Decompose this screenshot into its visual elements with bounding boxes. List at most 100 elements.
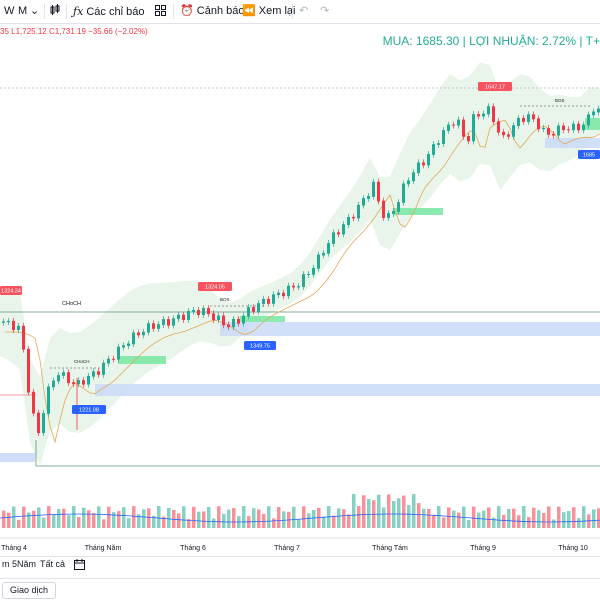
volume-bar bbox=[547, 506, 551, 528]
volume-bar bbox=[297, 519, 301, 528]
candle-body bbox=[12, 320, 15, 330]
volume-bar bbox=[92, 513, 96, 528]
label-low-1349: 1349.75 bbox=[250, 344, 270, 350]
volume-bar bbox=[597, 508, 600, 528]
candle-body bbox=[492, 106, 495, 123]
candle-body bbox=[577, 123, 580, 131]
candle-body bbox=[27, 348, 30, 393]
candle-body bbox=[192, 309, 195, 312]
indicators-button[interactable]: ƒx Các chỉ báo bbox=[73, 0, 144, 23]
volume-bar bbox=[537, 510, 541, 528]
label-high-1647-bg bbox=[478, 82, 512, 91]
volume-bar bbox=[542, 513, 546, 528]
volume-bar bbox=[202, 511, 206, 528]
volume-bar bbox=[417, 503, 421, 528]
candle-body bbox=[37, 412, 40, 434]
candle-body bbox=[537, 118, 540, 130]
candle-body bbox=[572, 123, 575, 131]
candle-body bbox=[137, 332, 140, 336]
volume-bar bbox=[42, 517, 46, 528]
trade-button[interactable]: Giao dịch bbox=[2, 582, 57, 599]
replay-button[interactable]: ⏪ Xem lại bbox=[242, 0, 295, 23]
interval-dropdown-icon[interactable]: ⌄ bbox=[30, 5, 40, 17]
candle-body bbox=[207, 308, 210, 315]
label-low-1685-bg bbox=[578, 150, 600, 159]
candle-body bbox=[217, 315, 220, 321]
candle-body bbox=[132, 332, 135, 345]
volume-bar bbox=[82, 507, 86, 528]
interval-m[interactable]: M bbox=[18, 5, 28, 17]
volume-bar bbox=[137, 514, 141, 528]
volume-bar bbox=[392, 500, 396, 528]
candle-style-icon[interactable] bbox=[49, 0, 61, 23]
candle-body bbox=[587, 114, 590, 126]
candle-body bbox=[317, 254, 320, 269]
volume-bar bbox=[232, 508, 236, 528]
volume-pane bbox=[0, 494, 600, 528]
candle-body bbox=[532, 114, 535, 120]
volume-bar bbox=[142, 509, 146, 528]
volume-bar bbox=[282, 511, 286, 528]
candle-body bbox=[562, 125, 565, 131]
candle-body bbox=[412, 172, 415, 182]
alert-button[interactable]: ⏰ Cảnh báo bbox=[180, 0, 244, 23]
volume-bar bbox=[157, 506, 161, 528]
volume-bar bbox=[477, 512, 481, 528]
date-range-icon[interactable] bbox=[74, 559, 85, 572]
demand-zone-1221 bbox=[95, 384, 600, 396]
candle-body bbox=[417, 162, 420, 174]
volume-bar bbox=[72, 506, 76, 528]
volume-bar bbox=[102, 519, 106, 528]
label-low-1685: 1685 bbox=[583, 153, 595, 159]
candle-body bbox=[257, 303, 260, 312]
candle-body bbox=[307, 273, 310, 275]
volume-bar bbox=[312, 509, 316, 528]
ohlc-low: L1,725.12 bbox=[11, 27, 47, 36]
volume-bar bbox=[357, 506, 361, 528]
label-high-1647: 1647.17 bbox=[485, 85, 505, 91]
candle-body bbox=[597, 108, 600, 113]
label-peak-left: 1324.34 bbox=[1, 289, 21, 295]
range-5y[interactable]: 5Năm bbox=[12, 559, 37, 569]
volume-bar bbox=[342, 509, 346, 528]
indicators-icon: ƒx bbox=[73, 5, 84, 18]
volume-bar bbox=[512, 508, 516, 528]
volume-bar bbox=[562, 512, 566, 528]
volume-bar bbox=[207, 506, 211, 528]
price-chart[interactable]: 1324.34 1324.05 1349.75 1221.08 1647.17 1685 C… bbox=[0, 0, 600, 556]
range-partial[interactable]: m bbox=[2, 559, 10, 569]
fvg-zone-green-2 bbox=[240, 316, 285, 322]
volume-bar bbox=[402, 495, 406, 528]
candle-body bbox=[502, 131, 505, 136]
candle-body bbox=[337, 232, 340, 235]
candle-body bbox=[347, 216, 350, 225]
candle-body bbox=[457, 119, 460, 126]
label-peak-left-bg bbox=[0, 286, 22, 295]
volume-bar bbox=[577, 518, 581, 528]
candle-body bbox=[17, 325, 20, 330]
volume-bar bbox=[197, 511, 201, 528]
replay-label: Xem lại bbox=[258, 5, 296, 17]
volume-bar bbox=[467, 519, 471, 528]
candle-body bbox=[297, 286, 300, 288]
candle-body bbox=[437, 143, 440, 145]
range-all[interactable]: Tất cả bbox=[40, 559, 66, 569]
demand-zone-1685 bbox=[545, 138, 600, 148]
templates-icon[interactable] bbox=[155, 0, 166, 23]
undo-icon[interactable]: ↶ bbox=[299, 5, 309, 17]
trading-panel-bar: Giao dịch bbox=[0, 578, 600, 600]
candle-body bbox=[87, 375, 90, 385]
candle-body bbox=[542, 127, 545, 130]
volume-bar bbox=[422, 508, 426, 528]
candle-body bbox=[47, 386, 50, 414]
label-low-1349-bg bbox=[244, 341, 276, 350]
volume-bar bbox=[77, 517, 81, 528]
volume-bar bbox=[527, 517, 531, 528]
demand-zone-left bbox=[0, 453, 35, 462]
redo-icon[interactable]: ↷ bbox=[320, 5, 330, 17]
candle-body bbox=[22, 325, 25, 350]
volume-bar bbox=[532, 507, 536, 528]
interval-w[interactable]: W bbox=[4, 5, 15, 17]
candle-body bbox=[262, 298, 265, 304]
candle-body bbox=[487, 106, 490, 115]
